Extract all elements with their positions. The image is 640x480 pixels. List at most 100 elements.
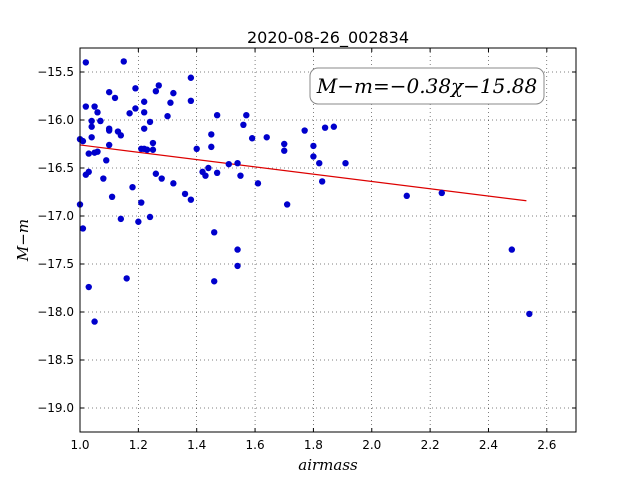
data-point — [158, 175, 165, 182]
data-point — [187, 74, 195, 81]
data-point — [243, 112, 250, 119]
data-point — [202, 172, 209, 179]
plot-area — [80, 48, 576, 432]
data-point — [438, 189, 445, 197]
data-point — [79, 137, 87, 145]
data-point — [85, 168, 92, 176]
data-point — [187, 196, 195, 203]
data-point — [100, 175, 107, 182]
data-point — [123, 275, 130, 282]
data-point — [164, 112, 171, 120]
data-point — [193, 145, 200, 152]
data-point — [283, 201, 291, 208]
data-point — [155, 82, 162, 89]
data-point — [140, 98, 148, 105]
data-point — [234, 246, 241, 253]
data-point — [108, 193, 116, 200]
data-point — [318, 178, 326, 185]
data-point — [146, 213, 154, 221]
data-point — [132, 105, 139, 112]
data-point — [508, 246, 516, 253]
data-point — [310, 153, 317, 160]
data-point — [170, 180, 177, 187]
data-point — [225, 160, 232, 168]
data-point — [248, 135, 256, 142]
data-point — [85, 150, 92, 157]
data-point — [103, 157, 110, 164]
data-point — [213, 112, 221, 119]
data-point — [82, 59, 90, 66]
data-point — [187, 97, 195, 105]
y-tick-label: −15.5 — [37, 65, 74, 79]
data-point — [149, 146, 157, 153]
y-tick-labels: −15.5 −16.0 −16.5 −17.0 −17.5 −18.0 −18.5 −19.0 — [37, 65, 74, 415]
data-point — [263, 134, 270, 141]
data-point — [208, 143, 215, 151]
y-tick-label: −17.0 — [37, 209, 74, 223]
data-point — [301, 127, 308, 134]
data-point — [211, 278, 218, 285]
data-point — [91, 318, 98, 325]
data-points — [76, 58, 533, 325]
ticks — [79, 48, 576, 432]
data-point — [181, 190, 189, 198]
data-point — [111, 94, 119, 102]
data-point — [129, 184, 136, 191]
x-tick-label: 2.6 — [537, 438, 556, 452]
data-point — [170, 89, 177, 97]
data-point — [237, 172, 244, 179]
chart-title: 2020-08-26_002834 — [247, 28, 409, 48]
data-point — [342, 160, 349, 167]
data-point — [149, 139, 157, 147]
data-point — [281, 147, 288, 154]
data-point — [82, 103, 90, 110]
y-tick-label: −18.0 — [37, 305, 74, 319]
data-point — [152, 170, 160, 177]
data-point — [526, 310, 533, 318]
data-point — [403, 192, 410, 200]
data-point — [321, 124, 329, 131]
x-tick-label: 2.0 — [362, 438, 381, 452]
data-point — [146, 118, 154, 126]
data-point — [135, 218, 142, 225]
data-point — [211, 229, 218, 236]
equation-box-frame — [309, 67, 545, 105]
data-point — [205, 164, 212, 172]
data-point — [310, 142, 317, 150]
data-point — [94, 148, 101, 155]
data-point — [240, 121, 247, 128]
data-point — [79, 225, 87, 232]
data-point — [152, 88, 160, 95]
x-tick-label: 2.2 — [421, 438, 440, 452]
y-tick-label: −16.5 — [37, 161, 74, 175]
data-point — [140, 125, 148, 132]
x-axis-label: airmass — [298, 456, 358, 474]
y-tick-label: −16.0 — [37, 113, 74, 127]
data-point — [140, 109, 148, 116]
data-point — [88, 117, 95, 125]
fit-line-layer — [79, 144, 527, 202]
data-point — [117, 132, 125, 139]
x-tick-labels: 1.0 1.2 1.4 1.6 1.8 2.0 2.2 2.4 2.6 — [70, 438, 556, 452]
x-tick-label: 1.4 — [187, 438, 206, 452]
data-point — [213, 169, 221, 176]
data-point — [105, 88, 113, 96]
data-point — [117, 215, 125, 223]
data-point — [143, 146, 151, 153]
data-point — [85, 283, 92, 291]
x-tick-label: 2.4 — [479, 438, 498, 452]
data-point — [126, 110, 133, 117]
data-point — [132, 85, 139, 92]
data-point — [105, 141, 113, 149]
data-point — [105, 127, 113, 134]
data-point — [208, 131, 215, 138]
y-tick-label: −19.0 — [37, 401, 74, 415]
data-point — [88, 123, 95, 130]
plot-frame — [79, 47, 577, 433]
fit-equation: M−m=−0.38χ−15.88 — [316, 74, 537, 98]
data-point — [167, 99, 174, 106]
data-point — [120, 58, 127, 65]
data-point — [234, 262, 241, 270]
fit-line — [79, 144, 527, 202]
data-point — [94, 109, 101, 116]
